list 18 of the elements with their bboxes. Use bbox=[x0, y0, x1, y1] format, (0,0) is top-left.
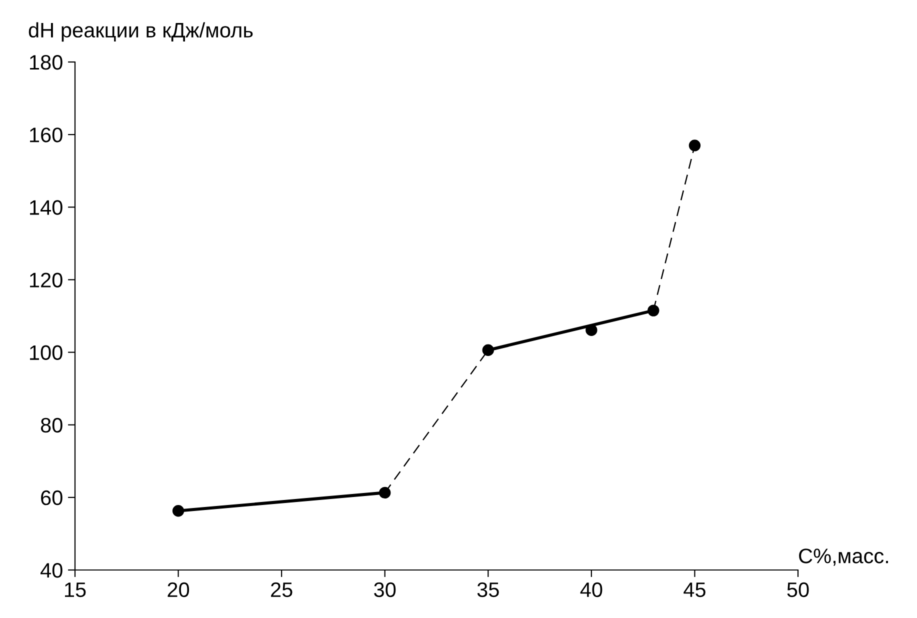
x-tick-label: 20 bbox=[168, 582, 190, 598]
x-tick-label: 50 bbox=[787, 582, 809, 598]
y-tick-label: 60 bbox=[41, 490, 62, 506]
x-tick-label: 45 bbox=[684, 582, 706, 598]
y-tick-label: 140 bbox=[30, 200, 62, 215]
y-tick-label: 120 bbox=[30, 272, 62, 288]
y-tick-label: 160 bbox=[30, 128, 62, 142]
y-tick-label: 80 bbox=[40, 418, 62, 433]
x-tick-label: 25 bbox=[271, 582, 292, 598]
x-tick-label: 35 bbox=[477, 582, 499, 598]
y-axis-title: dH реакции в кДж/моль bbox=[28, 22, 253, 42]
x-axis-title: С%,масс. bbox=[799, 548, 888, 566]
y-tick-label: 180 bbox=[30, 55, 62, 70]
x-tick-label: 40 bbox=[580, 582, 602, 598]
y-tick-label: 40 bbox=[40, 563, 62, 578]
y-tick-label: 100 bbox=[30, 345, 62, 360]
x-tick-label: 15 bbox=[65, 582, 86, 598]
x-tick-label: 30 bbox=[374, 582, 396, 598]
